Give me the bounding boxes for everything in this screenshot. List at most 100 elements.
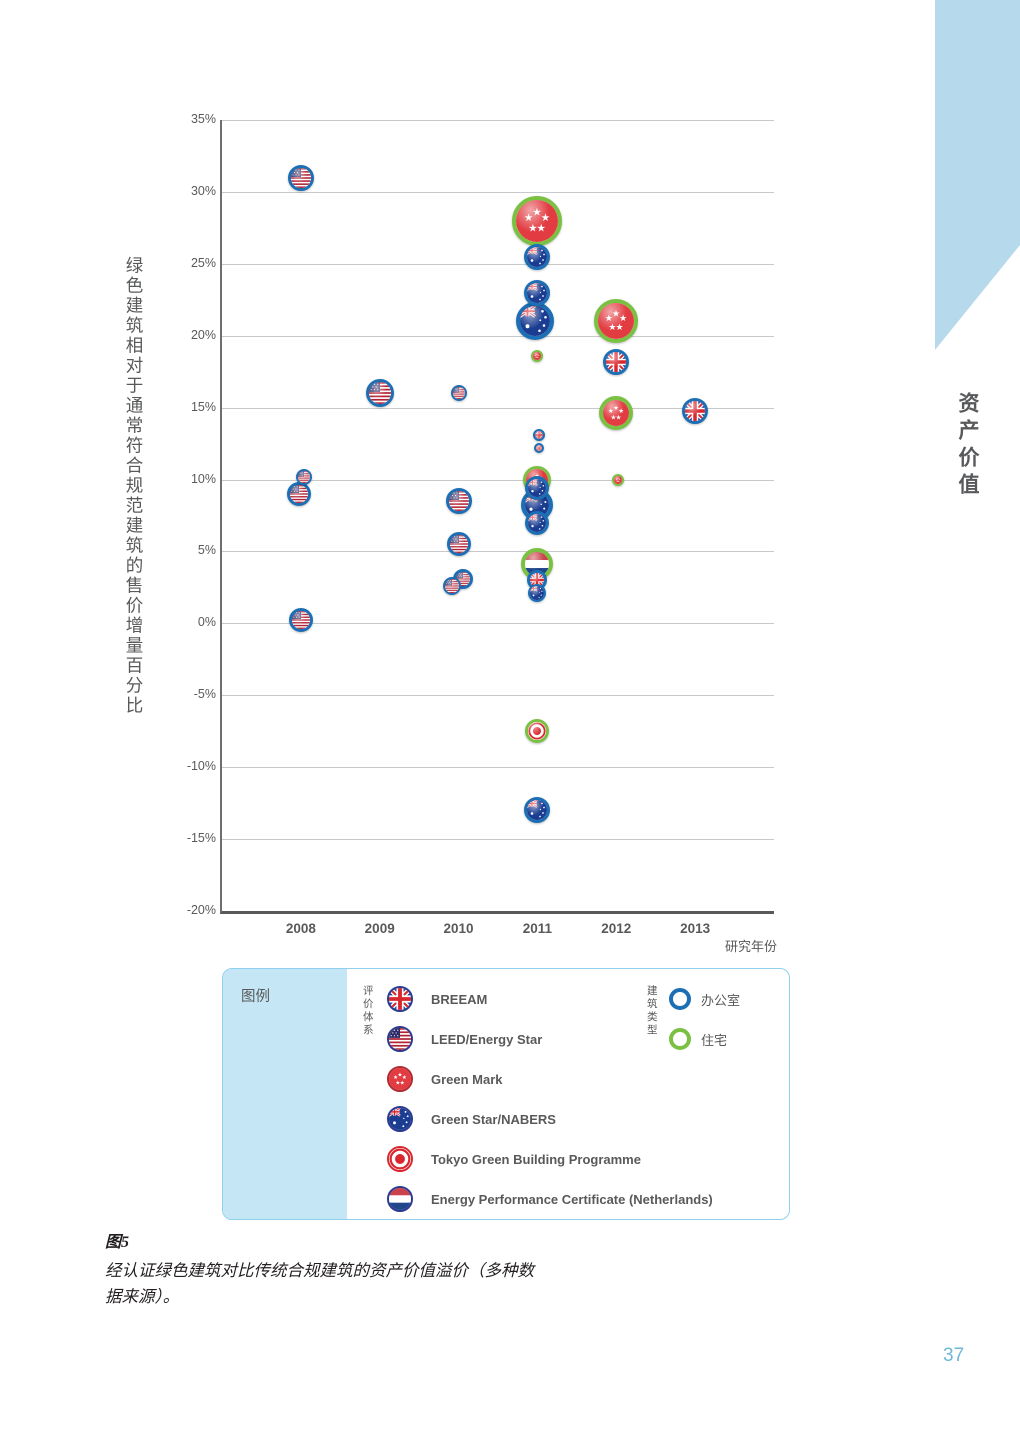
bubble-greenstar bbox=[524, 279, 551, 306]
svg-text:★: ★ bbox=[538, 354, 540, 357]
svg-text:★: ★ bbox=[402, 1075, 407, 1081]
svg-text:★: ★ bbox=[617, 480, 619, 483]
figure-number: 图5 bbox=[105, 1234, 130, 1251]
svg-text:★: ★ bbox=[616, 478, 618, 481]
gridline bbox=[222, 623, 774, 625]
gridline bbox=[222, 479, 774, 481]
residential-ring-icon bbox=[669, 1028, 691, 1050]
office-ring-icon bbox=[669, 988, 691, 1010]
bubble-greenstar bbox=[528, 584, 547, 603]
legend-label-tokyo: Tokyo Green Building Programme bbox=[431, 1151, 641, 1167]
bubble-leed bbox=[442, 576, 461, 595]
svg-text:★: ★ bbox=[536, 356, 538, 359]
svg-text:★: ★ bbox=[529, 222, 538, 234]
building-type-list: 办公室 住宅 bbox=[669, 979, 740, 1059]
svg-text:★: ★ bbox=[618, 480, 620, 483]
bubble-greenstar bbox=[524, 797, 551, 824]
legend-row-tokyo: Tokyo Green Building Programme bbox=[387, 1139, 713, 1179]
greenstar-flag-icon bbox=[387, 1106, 413, 1132]
legend-label-breeam: BREEAM bbox=[431, 991, 488, 1007]
svg-text:★: ★ bbox=[619, 314, 627, 324]
svg-text:★: ★ bbox=[616, 414, 622, 422]
y-tick-label: -10% bbox=[186, 759, 216, 774]
svg-text:★: ★ bbox=[619, 407, 625, 415]
bubble-leed bbox=[450, 385, 467, 402]
gridline bbox=[222, 551, 774, 553]
y-tick-label: 15% bbox=[190, 399, 216, 414]
x-tick-label: 2013 bbox=[680, 921, 711, 936]
legend-box: 图例 评价体系 BREEAM LEED/Energy Star ★ ★ ★ ★ ★ Gr… bbox=[222, 968, 790, 1220]
y-tick-label: -15% bbox=[186, 831, 216, 846]
caption-line-1: 经认证绿色建筑对比传统合规建筑的资产价值溢价（多种数 bbox=[105, 1261, 534, 1280]
x-tick-label: 2009 bbox=[364, 921, 395, 936]
gridline bbox=[222, 767, 774, 769]
y-tick-label: 10% bbox=[190, 471, 216, 486]
svg-text:★: ★ bbox=[398, 1072, 403, 1078]
y-tick-label: -5% bbox=[193, 687, 216, 702]
gridline bbox=[222, 263, 774, 265]
x-tick-label: 2011 bbox=[522, 921, 553, 936]
building-group-label: 建筑类型 bbox=[647, 985, 658, 1037]
svg-text:★: ★ bbox=[535, 354, 537, 357]
gridline bbox=[222, 335, 774, 337]
gridline bbox=[222, 839, 774, 841]
legend-label-leed: LEED/Energy Star bbox=[431, 1031, 543, 1047]
x-tick-label: 2008 bbox=[285, 921, 316, 936]
bubble-greenmark: ★★★ ★★ bbox=[599, 396, 634, 431]
bubble-greenstar bbox=[516, 302, 555, 341]
epc-flag-icon bbox=[387, 1186, 413, 1212]
gridline bbox=[222, 695, 774, 697]
legend-row-greenmark: ★ ★ ★ ★ ★ Green Mark bbox=[387, 1059, 713, 1099]
bubble-leed bbox=[287, 164, 314, 191]
bubble-leed bbox=[445, 488, 472, 515]
svg-text:★: ★ bbox=[612, 310, 620, 320]
bubble-leed bbox=[288, 608, 313, 633]
svg-text:★: ★ bbox=[400, 1081, 405, 1087]
svg-text:★: ★ bbox=[524, 212, 533, 224]
legend-row-breeam: BREEAM bbox=[387, 979, 713, 1019]
bubble-greenstar bbox=[525, 510, 550, 535]
y-tick-label: 35% bbox=[190, 112, 216, 126]
y-axis-title: 绿色建筑相对于通常符合规范建筑的售价增量百分比 bbox=[124, 256, 144, 716]
y-tick-label: 5% bbox=[197, 543, 216, 558]
x-tick-label: 2010 bbox=[443, 921, 474, 936]
svg-text:★: ★ bbox=[616, 323, 624, 333]
svg-text:★: ★ bbox=[608, 407, 614, 415]
bubble-breeam bbox=[534, 442, 545, 453]
rating-system-list: BREEAM LEED/Energy Star ★ ★ ★ ★ ★ Green Mark… bbox=[387, 979, 713, 1219]
legend-row-epc: Energy Performance Certificate (Netherla… bbox=[387, 1179, 713, 1219]
y-tick-label: 25% bbox=[190, 255, 216, 270]
svg-text:★: ★ bbox=[395, 1081, 400, 1087]
tokyo-flag-icon bbox=[387, 1146, 413, 1172]
legend-side-panel: 图例 bbox=[223, 969, 347, 1219]
legend-label-epc: Energy Performance Certificate (Netherla… bbox=[431, 1191, 713, 1207]
y-tick-label: 30% bbox=[190, 183, 216, 198]
y-tick-label: 20% bbox=[190, 327, 216, 342]
caption-line-2: 据来源）。 bbox=[105, 1287, 180, 1307]
svg-text:★: ★ bbox=[613, 404, 619, 412]
plot-area: 35% 30% 25% 20% 15% 10% 5% 0% -5% -10% -15% -20% 200… bbox=[187, 112, 774, 936]
x-axis-title: 研究年份 bbox=[725, 939, 778, 954]
rating-group-label: 评价体系 bbox=[363, 985, 374, 1037]
y-tick-label: -20% bbox=[186, 903, 216, 917]
svg-text:★: ★ bbox=[609, 323, 617, 333]
svg-text:★: ★ bbox=[537, 353, 539, 356]
corner-decoration bbox=[935, 0, 1020, 350]
svg-text:★: ★ bbox=[537, 356, 539, 359]
y-tick-label: 0% bbox=[197, 615, 216, 630]
svg-text:★: ★ bbox=[617, 477, 619, 480]
gridline bbox=[222, 191, 774, 193]
side-vertical-label: 资产价值 bbox=[956, 392, 979, 500]
breeam-flag-icon bbox=[387, 986, 413, 1012]
bubble-greenmark: ★★★ ★★ bbox=[612, 473, 625, 486]
bubble-leed bbox=[295, 468, 312, 485]
svg-text:★: ★ bbox=[537, 222, 546, 234]
legend-title: 图例 bbox=[241, 989, 270, 1005]
x-tick-label: 2012 bbox=[601, 921, 632, 936]
bubble-tokyo bbox=[525, 719, 550, 744]
svg-text:★: ★ bbox=[393, 1075, 398, 1081]
legend-row-greenstar: Green Star/NABERS bbox=[387, 1099, 713, 1139]
greenmark-flag-icon: ★ ★ ★ ★ ★ bbox=[387, 1066, 413, 1092]
bubble-greenmark: ★★★ ★★ bbox=[512, 195, 563, 246]
